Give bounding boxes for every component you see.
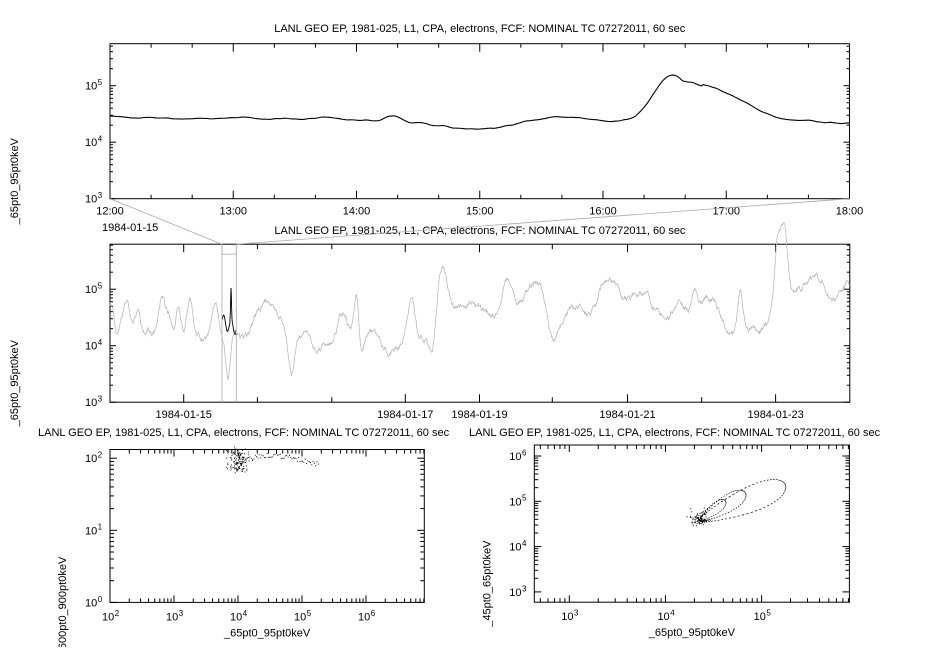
svg-text:_65pt0_95pt0keV: _65pt0_95pt0keV (648, 627, 736, 639)
svg-text:LANL GEO EP, 1981-025, L1, CPA: LANL GEO EP, 1981-025, L1, CPA, electron… (274, 225, 686, 237)
svg-text:1: 1 (98, 523, 103, 532)
svg-text:10: 10 (85, 81, 97, 93)
svg-text:10: 10 (358, 611, 370, 623)
svg-text:3: 3 (179, 609, 184, 618)
svg-text:4: 4 (670, 609, 675, 618)
svg-text:10: 10 (85, 453, 97, 465)
svg-text:1984-01-15: 1984-01-15 (156, 409, 212, 421)
svg-text:10: 10 (509, 542, 521, 554)
svg-text:10: 10 (85, 597, 97, 609)
svg-text:13:00: 13:00 (219, 206, 247, 218)
svg-text:0: 0 (98, 595, 103, 604)
svg-text:5: 5 (98, 78, 103, 87)
svg-text:3: 3 (574, 609, 579, 618)
svg-text:10: 10 (85, 341, 97, 353)
svg-text:LANL GEO EP, 1981-025, L1, CPA: LANL GEO EP, 1981-025, L1, CPA, electron… (274, 23, 686, 35)
svg-text:5: 5 (307, 609, 312, 618)
svg-text:LANL GEO EP, 1981-025, L1, CPA: LANL GEO EP, 1981-025, L1, CPA, electron… (469, 427, 881, 439)
svg-text:3: 3 (522, 584, 527, 593)
svg-text:10: 10 (85, 525, 97, 537)
svg-text:1984-01-19: 1984-01-19 (451, 409, 507, 421)
svg-text:3: 3 (98, 191, 103, 200)
svg-text:1984-01-23: 1984-01-23 (747, 409, 803, 421)
svg-text:_45pt0_65pt0keV: _45pt0_65pt0keV (481, 540, 493, 628)
svg-text:_65pt0_95pt0keV: _65pt0_95pt0keV (9, 339, 21, 427)
svg-text:10: 10 (166, 611, 178, 623)
svg-text:_600pt0_900pt0keV: _600pt0_900pt0keV (57, 556, 69, 647)
svg-text:5: 5 (98, 282, 103, 291)
svg-text:4: 4 (522, 539, 527, 548)
svg-text:_65pt0_95pt0keV: _65pt0_95pt0keV (9, 137, 21, 225)
svg-text:1984-01-15: 1984-01-15 (102, 222, 158, 234)
svg-text:12:00: 12:00 (96, 206, 124, 218)
svg-text:10: 10 (230, 611, 242, 623)
svg-text:2: 2 (98, 451, 102, 460)
svg-text:15:00: 15:00 (466, 206, 494, 218)
svg-text:18:00: 18:00 (836, 206, 864, 218)
svg-text:10: 10 (509, 587, 521, 599)
svg-text:10: 10 (561, 611, 573, 623)
svg-text:10: 10 (509, 496, 521, 508)
svg-text:10: 10 (85, 397, 97, 409)
svg-text:10: 10 (102, 611, 114, 623)
svg-text:1984-01-21: 1984-01-21 (599, 409, 655, 421)
svg-text:10: 10 (85, 284, 97, 296)
svg-text:6: 6 (371, 609, 376, 618)
svg-text:10: 10 (85, 194, 97, 206)
svg-text:3: 3 (98, 395, 103, 404)
svg-text:6: 6 (522, 448, 527, 457)
svg-text:4: 4 (98, 135, 103, 144)
svg-text:14:00: 14:00 (343, 206, 371, 218)
svg-text:5: 5 (522, 494, 527, 503)
svg-text:4: 4 (98, 338, 103, 347)
svg-text:10: 10 (754, 611, 766, 623)
svg-text:2: 2 (115, 609, 119, 618)
svg-text:5: 5 (766, 609, 771, 618)
svg-text:4: 4 (243, 609, 248, 618)
svg-text:LANL GEO EP, 1981-025, L1, CPA: LANL GEO EP, 1981-025, L1, CPA, electron… (38, 427, 450, 439)
svg-text:10: 10 (509, 451, 521, 463)
svg-text:10: 10 (657, 611, 669, 623)
svg-text:10: 10 (294, 611, 306, 623)
svg-text:1984-01-17: 1984-01-17 (377, 409, 433, 421)
svg-text:_65pt0_95pt0keV: _65pt0_95pt0keV (223, 627, 311, 639)
svg-text:10: 10 (85, 137, 97, 149)
